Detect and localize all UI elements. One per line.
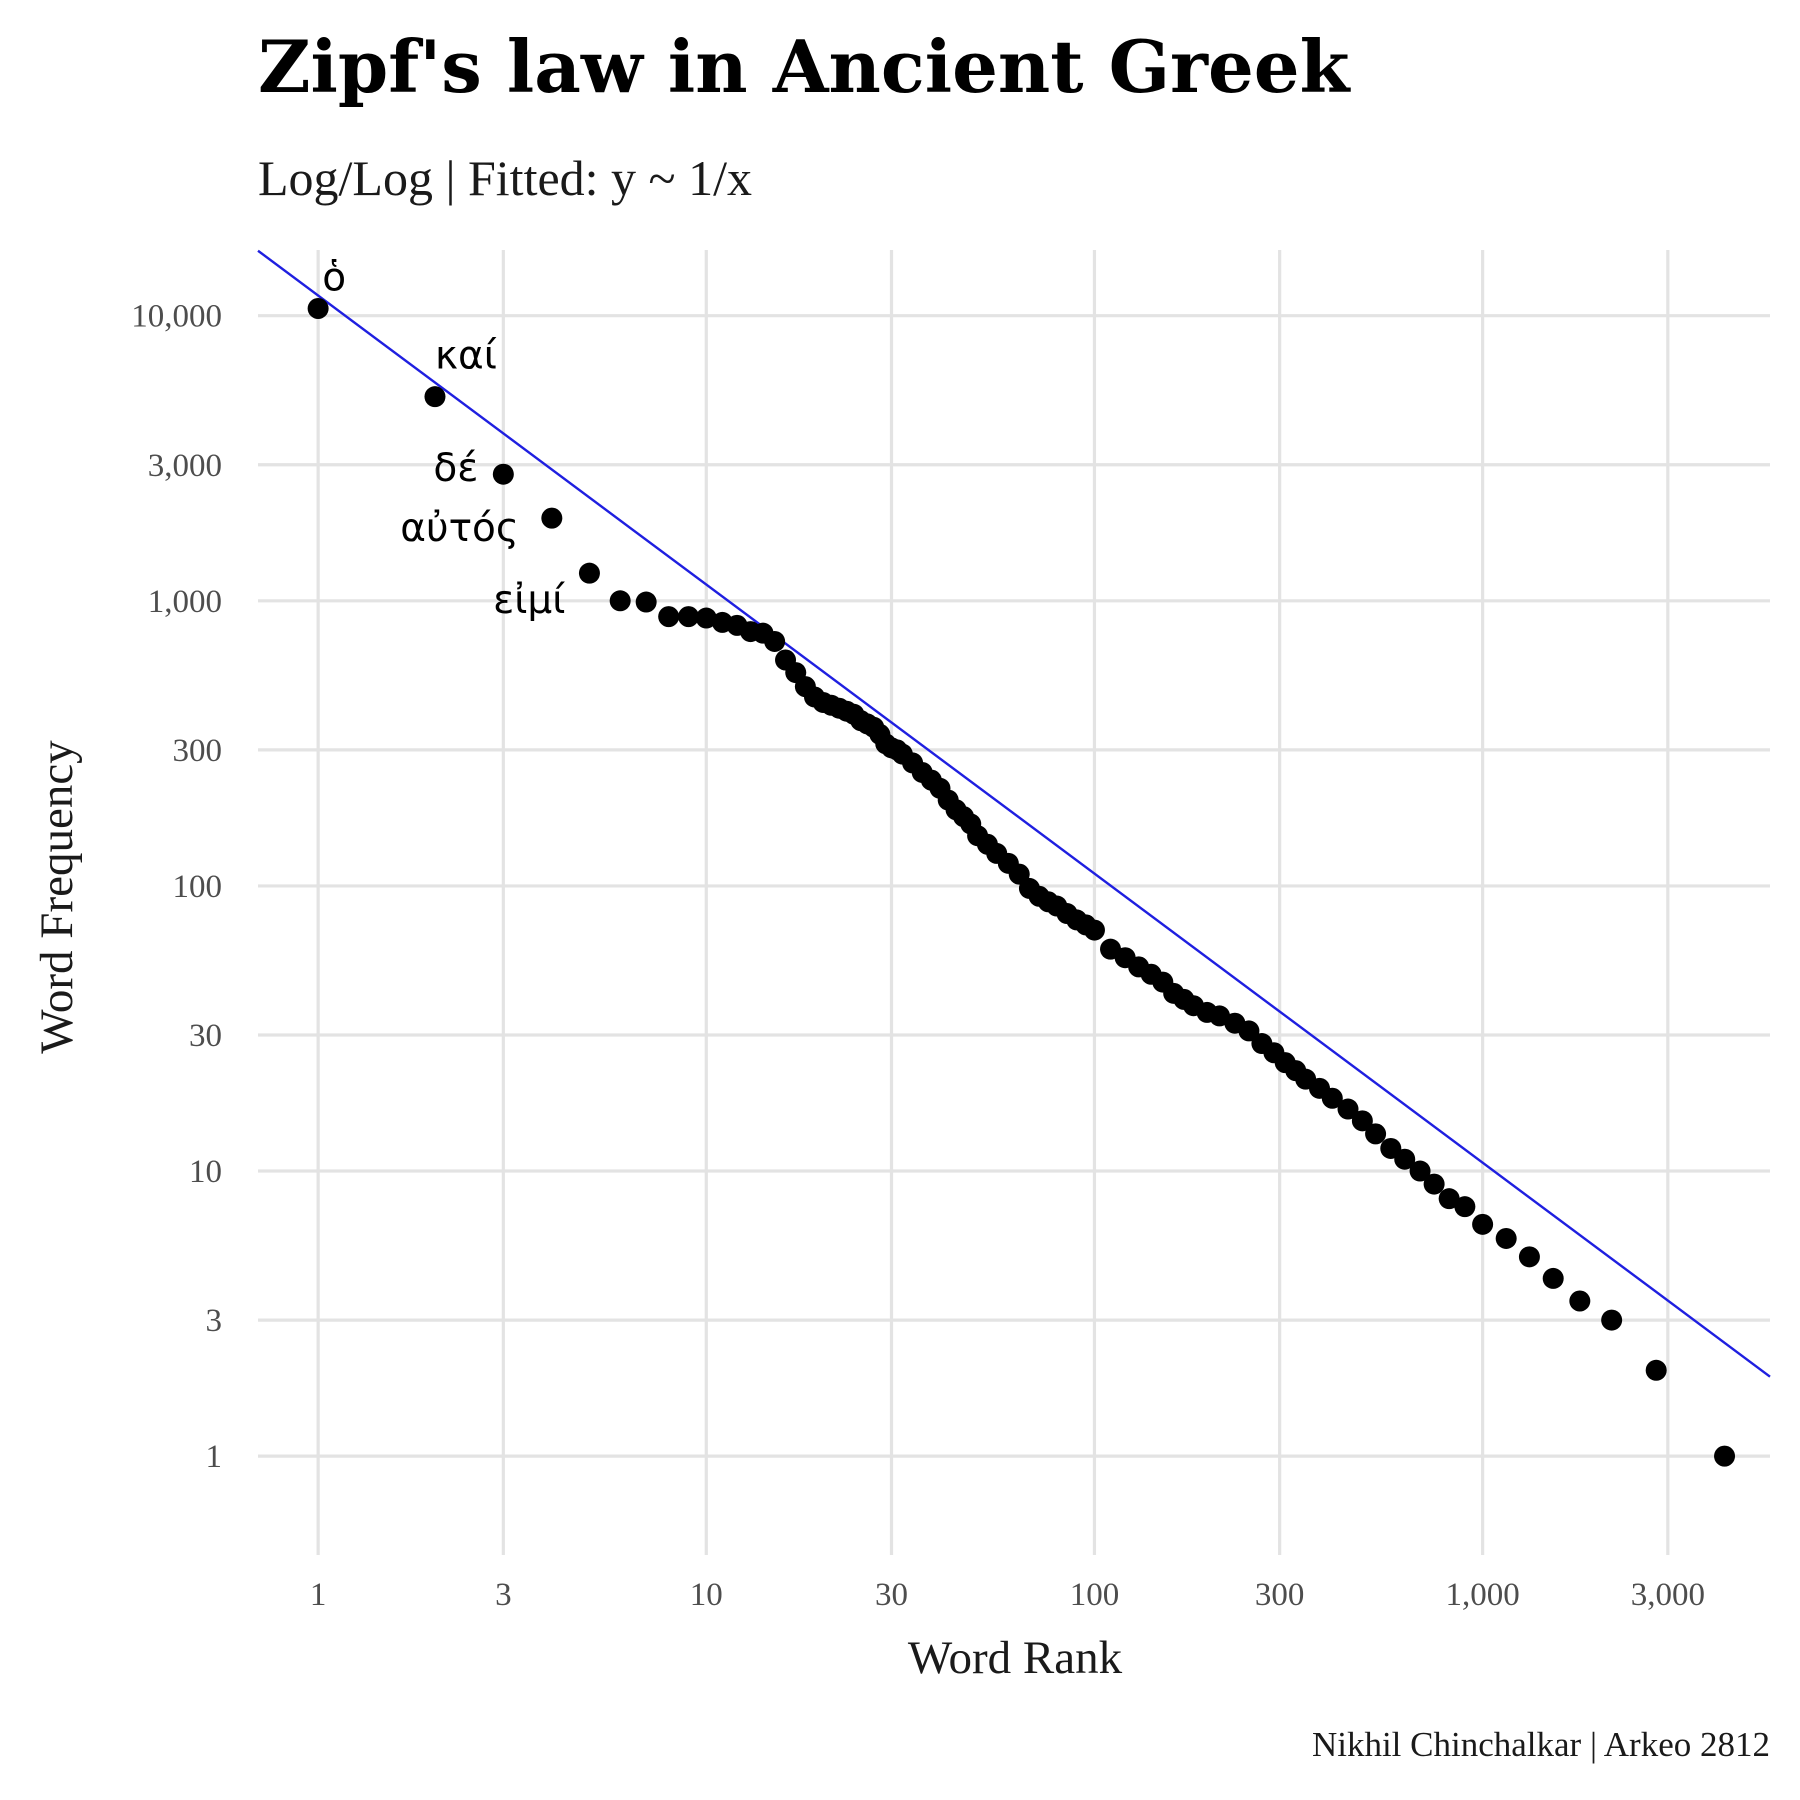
y-tick-label: 3,000 [148, 448, 222, 484]
data-point [1083, 919, 1105, 941]
data-point [1542, 1267, 1564, 1289]
x-axis-title: Word Rank [908, 1632, 1123, 1684]
fit-line [257, 249, 1771, 1378]
x-tick-label: 10 [690, 1577, 723, 1613]
data-point [678, 606, 700, 628]
data-point [1518, 1246, 1540, 1268]
y-tick-label: 1 [206, 1439, 223, 1475]
data-point [635, 591, 657, 613]
data-point [1351, 1110, 1373, 1132]
y-tick-label: 3 [206, 1303, 223, 1339]
data-point [307, 297, 329, 319]
data-point [1423, 1173, 1445, 1195]
data-point [1645, 1359, 1667, 1381]
data-point [424, 386, 446, 408]
data-point [1569, 1290, 1591, 1312]
point-annotation: δέ [433, 446, 478, 491]
chart-caption: Nikhil Chinchalkar | Arkeo 2812 [1312, 1725, 1770, 1764]
fit-line-group [257, 249, 1771, 1378]
x-tick-label: 300 [1255, 1577, 1305, 1613]
y-tick-label: 10,000 [131, 299, 222, 335]
chart-subtitle: Log/Log | Fitted: y ~ 1/x [258, 150, 752, 206]
data-point [1495, 1227, 1517, 1249]
point-annotation: αὐτός [400, 506, 519, 551]
data-point [1409, 1160, 1431, 1182]
x-tick-label: 3,000 [1631, 1577, 1705, 1613]
data-point [609, 590, 631, 612]
data-point [1337, 1098, 1359, 1120]
grid [258, 250, 1770, 1555]
y-axis-title: Word Frequency [31, 740, 83, 1054]
data-point [1365, 1123, 1387, 1145]
point-annotation: ὁ [322, 255, 346, 300]
data-point [1472, 1213, 1494, 1235]
x-tick-label: 1,000 [1445, 1577, 1519, 1613]
y-tick-label: 30 [189, 1018, 222, 1054]
point-annotation: εἰμί [493, 578, 565, 623]
x-tick-label: 30 [875, 1577, 908, 1613]
y-tick-label: 100 [173, 869, 223, 905]
data-point [578, 562, 600, 584]
data-point [1394, 1148, 1416, 1170]
data-point [1321, 1087, 1343, 1109]
data-point [1454, 1196, 1476, 1218]
x-tick-label: 1 [310, 1577, 327, 1613]
chart-title: Zipf's law in Ancient Greek [258, 24, 1352, 109]
point-annotation: καί [435, 334, 497, 379]
y-axis-ticks: 1 3 10 30 100 300 1,000 3,000 10,000 [131, 299, 222, 1475]
annotations: ὁ καί δέ αὐτός εἰμί [322, 255, 565, 623]
data-point [695, 607, 717, 629]
data-point [1438, 1188, 1460, 1210]
data-point [492, 463, 514, 485]
x-axis-ticks: 1 3 10 30 100 300 1,000 3,000 [310, 1577, 1705, 1613]
y-tick-label: 10 [189, 1154, 222, 1190]
data-point [764, 630, 786, 652]
data-point [658, 606, 680, 628]
data-point [1238, 1020, 1260, 1042]
data-point [1601, 1309, 1623, 1331]
x-tick-label: 3 [495, 1577, 512, 1613]
y-tick-label: 1,000 [148, 584, 222, 620]
y-tick-label: 300 [173, 733, 223, 769]
x-tick-label: 100 [1070, 1577, 1120, 1613]
data-point [1714, 1445, 1736, 1467]
data-point [541, 507, 563, 529]
data-points [307, 297, 1736, 1467]
